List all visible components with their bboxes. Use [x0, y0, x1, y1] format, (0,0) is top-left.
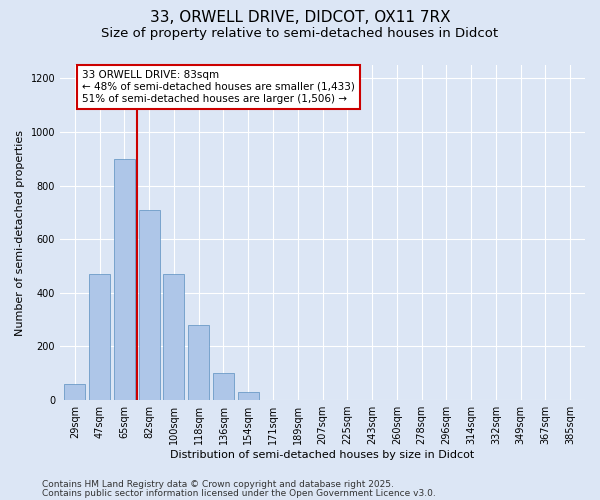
X-axis label: Distribution of semi-detached houses by size in Didcot: Distribution of semi-detached houses by …	[170, 450, 475, 460]
Bar	[163, 274, 184, 400]
Bar	[188, 325, 209, 400]
Text: 33 ORWELL DRIVE: 83sqm
← 48% of semi-detached houses are smaller (1,433)
51% of : 33 ORWELL DRIVE: 83sqm ← 48% of semi-det…	[82, 70, 355, 104]
Y-axis label: Number of semi-detached properties: Number of semi-detached properties	[15, 130, 25, 336]
Text: Size of property relative to semi-detached houses in Didcot: Size of property relative to semi-detach…	[101, 28, 499, 40]
Bar	[139, 210, 160, 400]
Bar	[114, 159, 135, 400]
Text: Contains HM Land Registry data © Crown copyright and database right 2025.: Contains HM Land Registry data © Crown c…	[42, 480, 394, 489]
Bar	[64, 384, 85, 400]
Bar	[213, 374, 234, 400]
Bar	[89, 274, 110, 400]
Text: Contains public sector information licensed under the Open Government Licence v3: Contains public sector information licen…	[42, 488, 436, 498]
Text: 33, ORWELL DRIVE, DIDCOT, OX11 7RX: 33, ORWELL DRIVE, DIDCOT, OX11 7RX	[149, 10, 451, 25]
Bar	[238, 392, 259, 400]
